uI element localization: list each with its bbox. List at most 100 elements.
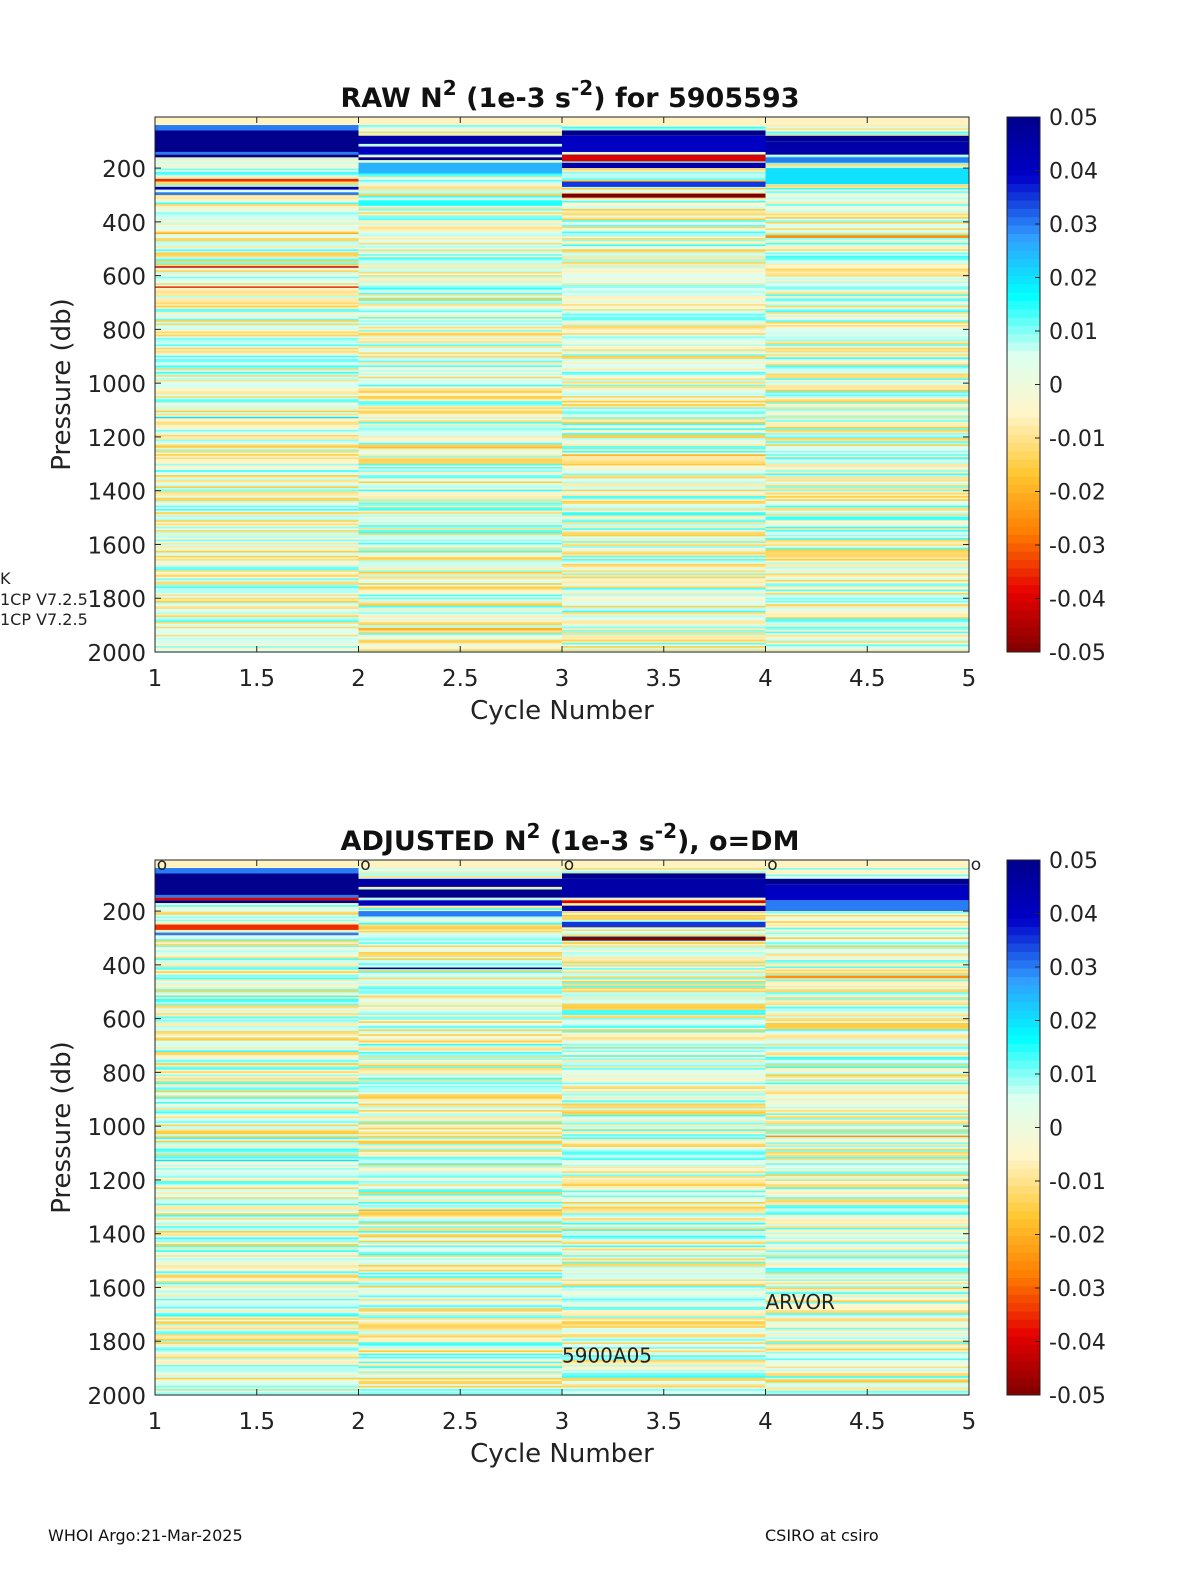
- heatmap-cell: [562, 1189, 766, 1191]
- heatmap-cell: [358, 337, 562, 340]
- heatmap-cell: [765, 525, 969, 528]
- heatmap-cell: [155, 1018, 359, 1020]
- heatmap-cell: [358, 1261, 562, 1264]
- heatmap-cell: [358, 413, 562, 416]
- heatmap-cell: [765, 932, 969, 935]
- heatmap-cell: [155, 905, 359, 908]
- heatmap-cell: [765, 521, 969, 524]
- heatmap-cell: [358, 565, 562, 568]
- heatmap-cell: [155, 1132, 359, 1135]
- heatmap-cell: [562, 1035, 766, 1038]
- heatmap-cell: [765, 1360, 969, 1362]
- heatmap-cell: [562, 1110, 766, 1112]
- heatmap-cell: [155, 1213, 359, 1216]
- heatmap-cell: [358, 1019, 562, 1022]
- heatmap-cell: [562, 368, 766, 371]
- heatmap-cell: [155, 623, 359, 626]
- heatmap-cell: [765, 429, 969, 432]
- heatmap-cell: [765, 1142, 969, 1145]
- heatmap-cell: [765, 265, 969, 268]
- heatmap-cell: [358, 1369, 562, 1372]
- heatmap-cell: [358, 1245, 562, 1248]
- heatmap-cell: [765, 589, 969, 592]
- heatmap-cell: [155, 441, 359, 444]
- colorbar-segment: [1007, 217, 1040, 227]
- heatmap-cell: [765, 1234, 969, 1237]
- heatmap-cell: [358, 625, 562, 628]
- heatmap-cell: [562, 130, 766, 136]
- heatmap-cell: [765, 191, 969, 194]
- heatmap-cell: [155, 935, 359, 938]
- heatmap-cell: [358, 491, 562, 494]
- heatmap-cell: [765, 284, 969, 287]
- heatmap-cell: [358, 321, 562, 324]
- heatmap-cell: [765, 1197, 969, 1200]
- heatmap-cell: [358, 921, 562, 924]
- heatmap-cell: [358, 1376, 562, 1379]
- colorbar-segment: [1007, 960, 1040, 970]
- heatmap-cell: [358, 617, 562, 619]
- heatmap-cell: [155, 455, 359, 458]
- heatmap-cell: [358, 1237, 562, 1240]
- heatmap-cell: [765, 884, 969, 901]
- heatmap-cell: [358, 1234, 562, 1237]
- heatmap-cell: [765, 1155, 969, 1158]
- heatmap-cell: [358, 1010, 562, 1012]
- colorbar-segment: [1007, 543, 1040, 553]
- heatmap-cell: [155, 478, 359, 481]
- heatmap-cell: [358, 613, 562, 616]
- heatmap-cell: [765, 439, 969, 442]
- heatmap-cell: [358, 513, 562, 516]
- heatmap-cell: [155, 171, 359, 174]
- heatmap-cell: [358, 919, 562, 922]
- heatmap-cell: [155, 894, 359, 898]
- heatmap-cell: [765, 350, 969, 353]
- heatmap-cell: [358, 391, 562, 394]
- heatmap-cell: [562, 1243, 766, 1246]
- heatmap-cell: [155, 1014, 359, 1017]
- heatmap-cell: [155, 943, 359, 946]
- heatmap-cell: [155, 633, 359, 636]
- heatmap-cell: [358, 1343, 562, 1346]
- heatmap-cell: [765, 376, 969, 379]
- heatmap-cell: [765, 225, 969, 227]
- heatmap-cell: [358, 868, 562, 870]
- heatmap-cell: [562, 1153, 766, 1156]
- heatmap-cell: [765, 1166, 969, 1169]
- heatmap-cell: [765, 1221, 969, 1224]
- heatmap-cell: [765, 1292, 969, 1295]
- heatmap-cell: [562, 1356, 766, 1359]
- heatmap-cell: [562, 1293, 766, 1296]
- heatmap-cell: [155, 555, 359, 558]
- heatmap-cell: [155, 1090, 359, 1093]
- heatmap-cell: [765, 200, 969, 203]
- heatmap-cell: [562, 442, 766, 445]
- heatmap-cell: [562, 542, 766, 545]
- heatmap-cell: [358, 365, 562, 368]
- heatmap-cell: [358, 333, 562, 336]
- heatmap-cell: [358, 597, 562, 600]
- heatmap-cell: [765, 410, 969, 413]
- heatmap-cell: [562, 1279, 766, 1282]
- heatmap-cell: [562, 207, 766, 210]
- colorbar-segment: [1007, 133, 1040, 143]
- heatmap-cell: [155, 312, 359, 315]
- heatmap-cell: [358, 1113, 562, 1116]
- heatmap-cell: [358, 1105, 562, 1108]
- heatmap-cell: [765, 133, 969, 136]
- heatmap-cell: [155, 1127, 359, 1130]
- heatmap-cell: [765, 945, 969, 948]
- colorbar-segment: [1007, 284, 1040, 294]
- heatmap-cell: [155, 995, 359, 998]
- heatmap-cell: [155, 433, 359, 436]
- heatmap-cell: [155, 1005, 359, 1008]
- heatmap-cell: [765, 1281, 969, 1283]
- heatmap-cell: [155, 355, 359, 358]
- heatmap-cell: [562, 1239, 766, 1241]
- heatmap-cell: [358, 1177, 562, 1180]
- heatmap-cell: [358, 504, 562, 507]
- heatmap-cell: [562, 956, 766, 959]
- heatmap-cell: [765, 300, 969, 303]
- heatmap-cell: [562, 470, 766, 473]
- heatmap-cell: [358, 213, 562, 216]
